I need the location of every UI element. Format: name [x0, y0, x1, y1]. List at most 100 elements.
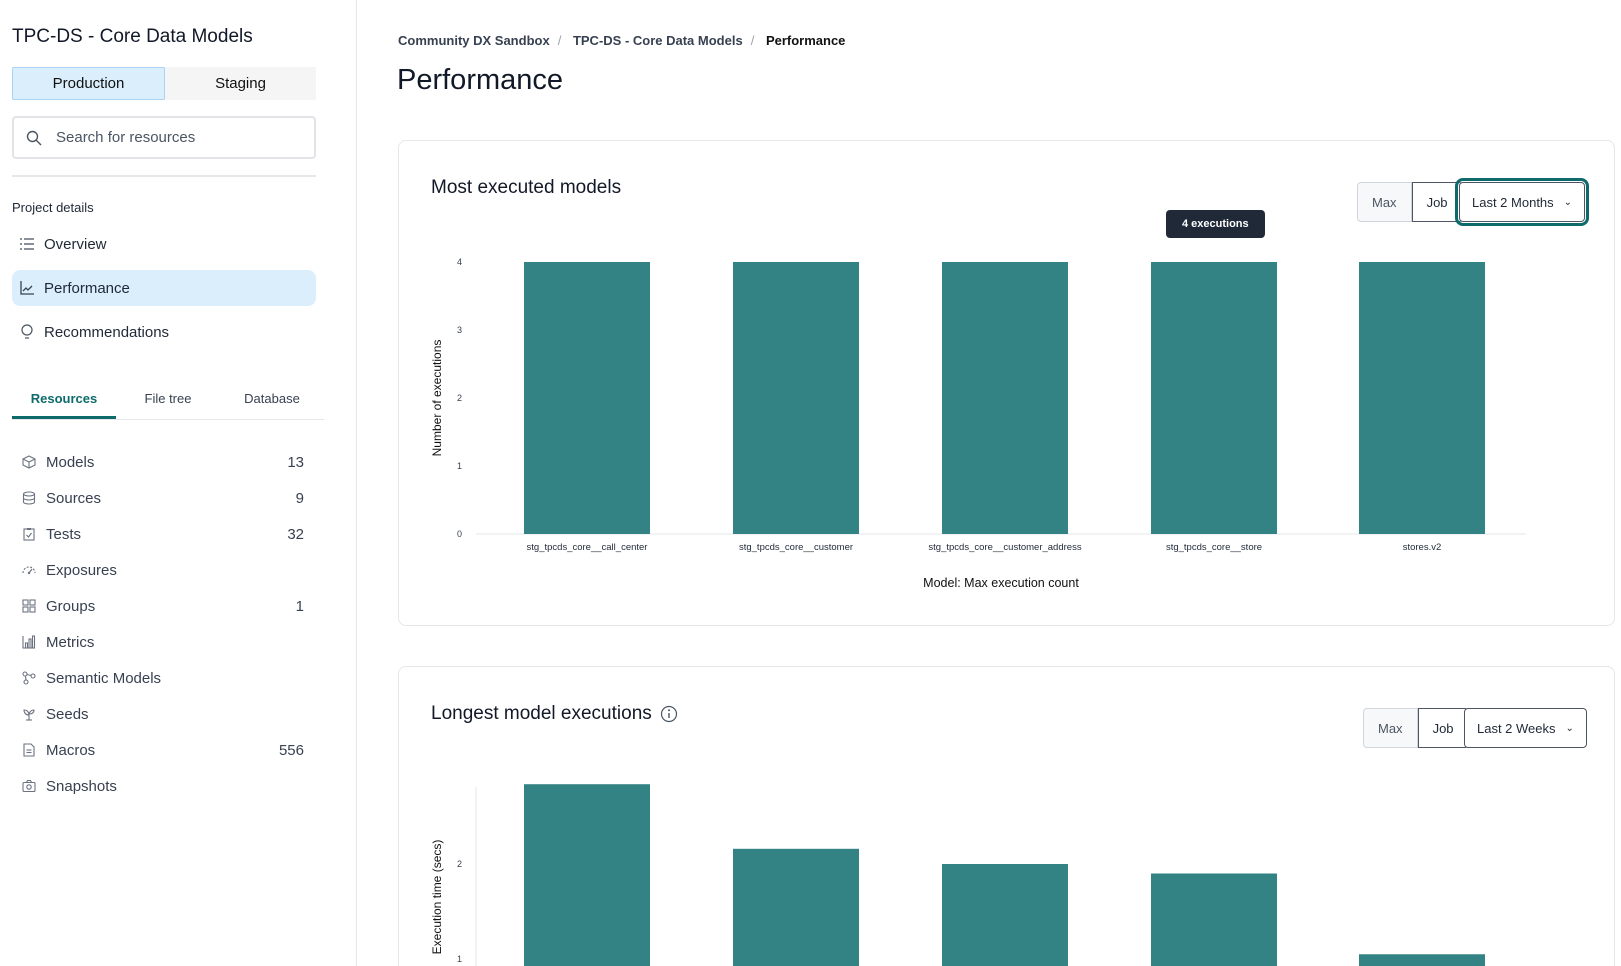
resource-item-groups[interactable]: Groups 1 — [22, 591, 304, 621]
bar — [733, 848, 859, 966]
resource-label: Seeds — [46, 705, 89, 723]
nav-label: Recommendations — [44, 323, 170, 341]
max-button[interactable]: Max — [1357, 182, 1412, 222]
resource-label: Tests — [46, 525, 82, 543]
max-button[interactable]: Max — [1363, 708, 1418, 748]
resource-label: Snapshots — [46, 777, 117, 795]
bar — [1151, 873, 1277, 966]
bar-chart-icon — [22, 635, 36, 649]
breadcrumb: Community DX Sandbox / TPC-DS - Core Data… — [398, 33, 846, 48]
time-range-dropdown[interactable]: Last 2 Weeks ⌄ — [1464, 708, 1587, 748]
line-chart-icon — [20, 281, 34, 295]
divider — [12, 175, 316, 177]
breadcrumb-item[interactable]: Community DX Sandbox — [398, 33, 550, 48]
gauge-icon — [22, 566, 36, 575]
search-input[interactable] — [56, 129, 296, 146]
lightbulb-icon — [21, 324, 33, 339]
resource-item-models[interactable]: Models 13 — [22, 447, 304, 477]
nav-performance[interactable]: Performance — [12, 270, 316, 306]
resource-item-macros[interactable]: Macros 556 — [22, 735, 304, 765]
resource-item-snapshots[interactable]: Snapshots — [22, 771, 304, 801]
bar — [524, 784, 650, 966]
project-details-label: Project details — [12, 200, 94, 215]
sidebar: TPC-DS - Core Data Models Production Sta… — [0, 0, 357, 966]
y-tick-label: 1 — [457, 954, 462, 964]
resource-label: Sources — [46, 489, 102, 507]
dropdown-value: Last 2 Weeks — [1477, 720, 1556, 736]
resource-item-metrics[interactable]: Metrics — [22, 627, 304, 657]
y-tick-label: 1 — [457, 461, 462, 471]
camera-icon — [22, 779, 36, 793]
resource-label: Exposures — [46, 561, 117, 579]
nav-overview[interactable]: Overview — [12, 226, 316, 262]
document-icon — [23, 743, 35, 757]
nav-label: Performance — [44, 279, 130, 297]
resource-count: 1 — [295, 597, 304, 615]
bar — [733, 262, 859, 534]
search-icon — [26, 130, 42, 145]
time-range-dropdown[interactable]: Last 2 Months ⌄ — [1454, 178, 1590, 226]
most-executed-card: Most executed models Max Job Last 2 Mont… — [398, 140, 1615, 626]
resource-count: 9 — [295, 489, 304, 507]
x-axis-title: Model: Max execution count — [923, 576, 1079, 590]
x-tick-label: stg_tpcds_core__customer_address — [928, 542, 1081, 553]
longest-executions-card: Longest model executions Max Job Last 2 … — [398, 666, 1615, 966]
bar — [942, 262, 1068, 534]
resource-tabs: Resources File tree Database — [12, 383, 324, 420]
x-tick-label: stg_tpcds_core__call_center — [527, 542, 648, 553]
resource-label: Metrics — [46, 633, 95, 651]
grid-icon — [22, 599, 36, 613]
resource-item-exposures[interactable]: Exposures — [22, 555, 304, 585]
job-button[interactable]: Job — [1411, 182, 1463, 222]
env-tab-production[interactable]: Production — [12, 67, 165, 100]
project-title: TPC-DS - Core Data Models — [12, 26, 253, 47]
y-tick-label: 2 — [457, 393, 462, 403]
y-tick-label: 4 — [457, 257, 462, 267]
bar — [1359, 954, 1485, 966]
nav-label: Overview — [44, 235, 107, 253]
bar — [1359, 262, 1485, 534]
card-title: Most executed models — [431, 177, 622, 198]
graph-nodes-icon — [22, 671, 36, 685]
y-axis-title: Number of executions — [430, 340, 444, 457]
resource-item-tests[interactable]: Tests 32 — [22, 519, 304, 549]
resource-item-sources[interactable]: Sources 9 — [22, 483, 304, 513]
job-button[interactable]: Job — [1417, 708, 1469, 748]
bar-tooltip: 4 executions — [1166, 210, 1265, 238]
resource-label: Groups — [46, 597, 96, 615]
resource-item-seeds[interactable]: Seeds — [22, 699, 304, 729]
page-title: Performance — [397, 64, 564, 96]
clipboard-check-icon — [23, 528, 35, 541]
y-tick-label: 2 — [457, 859, 462, 869]
card-title: Longest model executions — [431, 703, 678, 725]
cube-icon — [22, 455, 36, 469]
tab-database[interactable]: Database — [244, 391, 300, 406]
y-tick-label: 0 — [457, 529, 462, 539]
info-icon[interactable] — [660, 705, 678, 723]
aggregation-toggle: Max Job — [1363, 708, 1469, 748]
card-title-text: Longest model executions — [431, 703, 652, 724]
x-tick-label: stg_tpcds_core__store — [1166, 542, 1262, 553]
x-tick-label: stores.v2 — [1403, 542, 1442, 553]
breadcrumb-item[interactable]: TPC-DS - Core Data Models — [572, 33, 743, 48]
resource-label: Macros — [46, 741, 96, 759]
env-tab-staging[interactable]: Staging — [215, 75, 266, 92]
breadcrumb-current: Performance — [765, 33, 846, 48]
resource-count: 32 — [287, 525, 304, 543]
sprout-icon — [23, 709, 35, 721]
list-icon — [20, 238, 34, 250]
y-tick-label: 3 — [457, 325, 462, 335]
dropdown-value: Last 2 Months — [1472, 194, 1554, 210]
bar — [524, 262, 650, 534]
database-icon — [22, 491, 36, 505]
environment-toggle: Production Staging — [12, 67, 316, 100]
resource-item-semantic-models[interactable]: Semantic Models — [22, 663, 304, 693]
y-axis-title: Execution time (secs) — [430, 840, 444, 955]
nav-recommendations[interactable]: Recommendations — [12, 314, 316, 350]
tab-file-tree[interactable]: File tree — [144, 391, 192, 406]
resource-count: 556 — [278, 741, 304, 759]
x-tick-label: stg_tpcds_core__customer — [739, 542, 853, 553]
search-box — [12, 116, 316, 159]
resource-label: Models — [46, 453, 95, 471]
tab-resources[interactable]: Resources — [12, 383, 116, 419]
